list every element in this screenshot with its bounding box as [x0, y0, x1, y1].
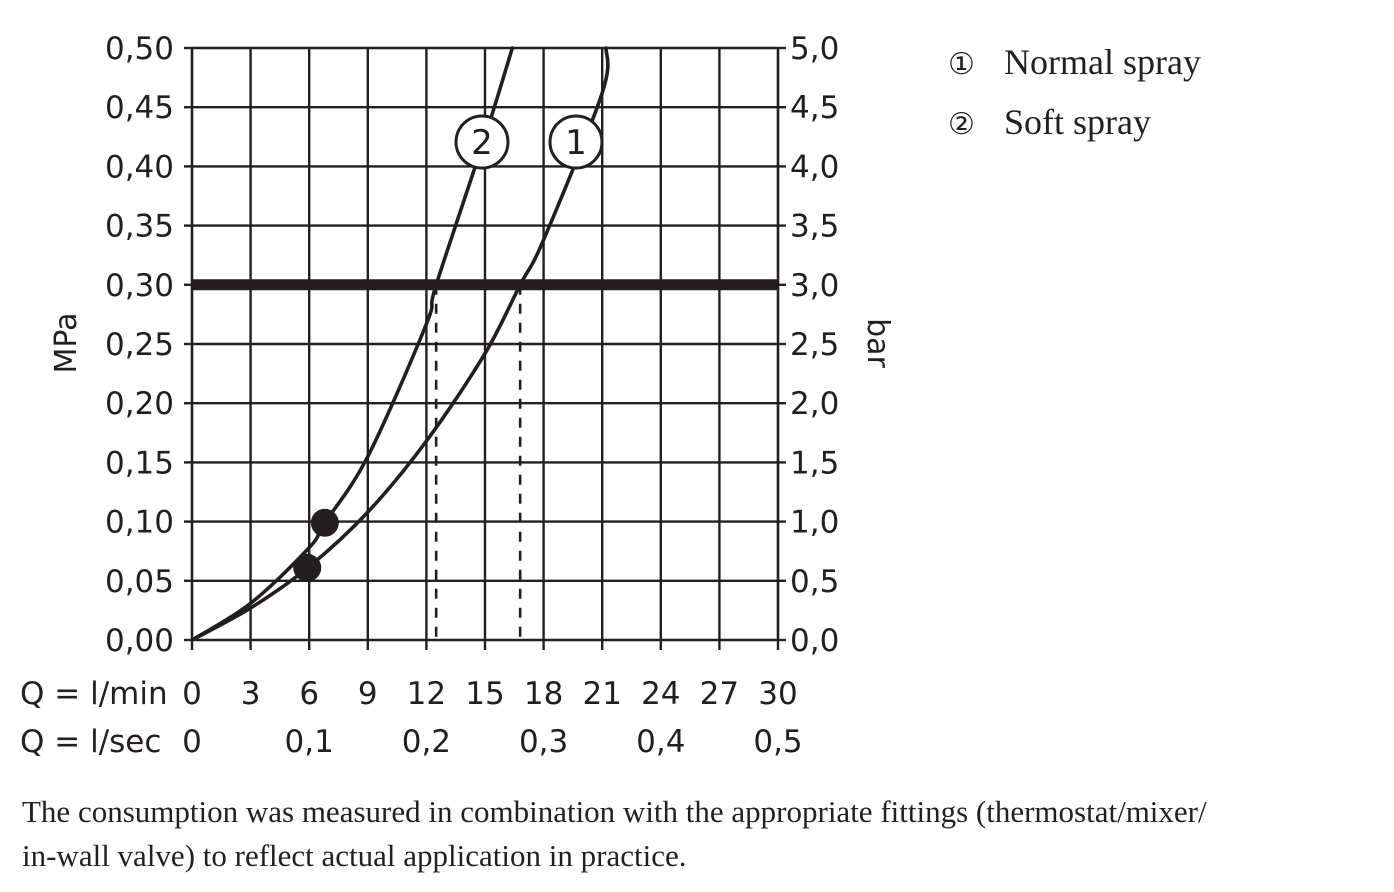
legend: ① Normal spray ② Soft spray — [948, 42, 1201, 142]
curve-marker-label-soft-spray: 2 — [471, 123, 493, 163]
legend-symbol-normal: ① — [948, 48, 975, 81]
footnote-line-1: The consumption was measured in combinat… — [22, 794, 1207, 829]
x-tick-label-lmin: 9 — [358, 676, 378, 712]
x-tick-label-lmin: 21 — [582, 676, 621, 712]
x-tick-label-lmin: 3 — [241, 676, 261, 712]
right-tick-label: 1,5 — [790, 445, 839, 481]
min-point-normal-spray — [293, 553, 322, 582]
right-tick-label: 0,5 — [790, 564, 839, 600]
x-tick-label-lmin: 6 — [299, 676, 319, 712]
min-point-soft-spray — [310, 508, 339, 537]
right-axis-label: bar — [860, 318, 895, 368]
x-tick-label-lsec: 0,3 — [519, 724, 568, 760]
left-tick-label: 0,20 — [105, 386, 174, 422]
curve-marker-label-normal-spray: 1 — [565, 123, 587, 163]
curves: 12 — [190, 46, 610, 642]
footnote-line-2: in-wall valve) to reflect actual applica… — [22, 838, 687, 873]
x-tick-label-lmin: 24 — [641, 676, 680, 712]
left-tick-label: 0,35 — [105, 209, 174, 245]
x-axis-row-label-lmin: Q = l/min — [20, 676, 168, 712]
x-tick-label-lsec: 0,4 — [636, 724, 685, 760]
left-tick-label: 0,45 — [105, 90, 174, 126]
legend-label-soft: Soft spray — [1004, 102, 1151, 142]
axes — [184, 46, 786, 650]
right-tick-label: 2,0 — [790, 386, 839, 422]
left-tick-label: 0,10 — [105, 505, 174, 541]
right-tick-label: 2,5 — [790, 327, 839, 363]
right-tick-label: 4,5 — [790, 90, 839, 126]
x-tick-label-lmin: 12 — [407, 676, 446, 712]
right-tick-label: 5,0 — [790, 31, 839, 67]
x-tick-label-lsec: 0,2 — [402, 724, 451, 760]
x-tick-label-lsec: 0,1 — [285, 724, 334, 760]
left-tick-label: 0,05 — [105, 564, 174, 600]
right-tick-label: 0,0 — [790, 623, 839, 659]
left-tick-label: 0,30 — [105, 268, 174, 304]
x-tick-label-lmin: 30 — [758, 676, 797, 712]
x-tick-label-lmin: 0 — [182, 676, 202, 712]
right-tick-label: 3,0 — [790, 268, 839, 304]
left-tick-label: 0,15 — [105, 445, 174, 481]
legend-symbol-soft: ② — [948, 108, 975, 141]
footnote: The consumption was measured in combinat… — [22, 790, 1387, 878]
right-tick-label: 4,0 — [790, 149, 839, 185]
left-axis-label: MPa — [49, 312, 84, 373]
curve-marker-circle-soft-spray — [454, 114, 510, 170]
left-tick-label: 0,00 — [105, 623, 174, 659]
x-axis-row-label-lsec: Q = l/sec — [20, 724, 161, 760]
right-tick-label: 3,5 — [790, 209, 839, 245]
right-tick-label: 1,0 — [790, 505, 839, 541]
left-tick-label: 0,25 — [105, 327, 174, 363]
curve-marker-circle-normal-spray — [548, 114, 604, 170]
x-tick-label-lmin: 18 — [524, 676, 563, 712]
curve-soft-spray — [190, 46, 515, 642]
x-tick-label-lsec: 0,5 — [753, 724, 802, 760]
legend-label-normal: Normal spray — [1004, 42, 1201, 82]
left-tick-label: 0,50 — [105, 31, 174, 67]
tick-labels: 0 3 6 9 12 15 18 21 24 27 300 0,1 0,2 0,3 0,4 0,50,00 0,… — [105, 31, 839, 760]
x-tick-label-lmin: 27 — [700, 676, 739, 712]
x-tick-label-lsec: 0 — [182, 724, 202, 760]
left-tick-label: 0,40 — [105, 149, 174, 185]
x-tick-label-lmin: 15 — [465, 676, 504, 712]
